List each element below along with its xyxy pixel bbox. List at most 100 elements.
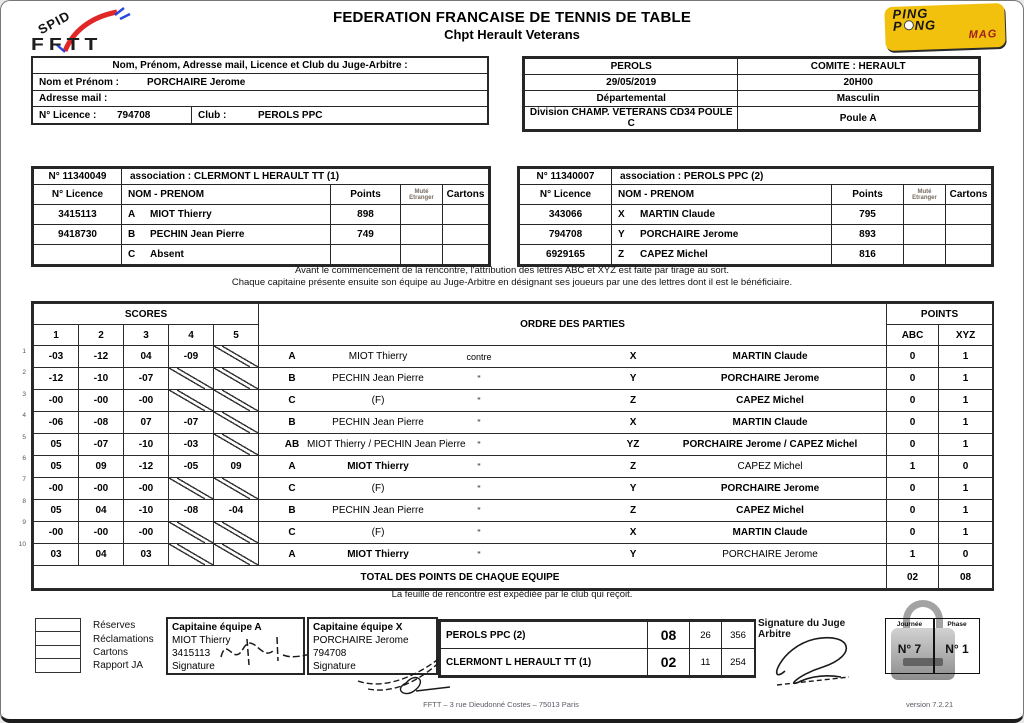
match-row: 05 09 -12 -05 09 A MIOT Thierry " Z CAPEZ Michel 1… xyxy=(33,455,994,478)
phase-label: Phase xyxy=(947,621,967,628)
game-number: 8 xyxy=(22,497,26,505)
score-cell: 03 xyxy=(33,543,79,566)
total-xyz: 08 xyxy=(938,565,994,589)
player-cartons-cell xyxy=(945,244,992,265)
match-description: A MIOT Thierry " Z CAPEZ Michel xyxy=(258,455,888,478)
club-a-association: association : CLERMONT L HERAULT TT (1) xyxy=(121,168,489,185)
col-licence: N° Licence xyxy=(33,184,122,205)
judge-signature-label: Signature du Juge Arbitre xyxy=(758,618,846,640)
result-sets: 11 xyxy=(689,648,722,676)
score-cell-unused xyxy=(212,477,260,500)
judge-club-value: PEROLS PPC xyxy=(258,109,323,121)
result-points: 02 xyxy=(647,648,690,676)
team-x-player: MARTIN Claude xyxy=(732,351,808,362)
score-cell: 03 xyxy=(123,543,169,566)
result-balls: 356 xyxy=(721,621,755,649)
player-mute-cell xyxy=(399,244,443,265)
points-abc: 0 xyxy=(886,367,940,390)
fftt-label: FFTT xyxy=(31,34,103,55)
points-xyz: 1 xyxy=(938,499,994,522)
judge-name-label: Nom et Prénom : xyxy=(39,76,120,88)
score-cell-unused xyxy=(212,521,260,544)
final-score-table: PEROLS PPC (2) 08 26 356 CLERMONT L HERAULT … xyxy=(438,619,756,678)
score-cell: -00 xyxy=(123,521,169,544)
page-title: FEDERATION FRANCAISE DE TENNIS DE TABLE xyxy=(332,9,692,26)
judge-licence-value: 794708 xyxy=(117,109,151,121)
score-cell-unused xyxy=(212,433,260,456)
player-cartons-cell xyxy=(945,204,992,225)
level: Départemental xyxy=(523,90,739,107)
score-cell: 04 xyxy=(123,345,169,368)
points-xyz: 1 xyxy=(938,345,994,368)
score-cell-unused xyxy=(168,543,214,566)
col-cartons: Cartons xyxy=(441,184,490,205)
team-x-player: PORCHAIRE Jerome xyxy=(722,549,818,560)
game-number: 10 xyxy=(18,540,26,548)
versus-label: " xyxy=(477,373,481,384)
checkbox xyxy=(35,658,81,673)
versus-label: " xyxy=(477,395,481,406)
score-cell: -03 xyxy=(168,433,214,456)
captain-x-box: Capitaine équipe X PORCHAIRE Jerome 7947… xyxy=(307,617,438,675)
phase-box: Phase N° 1 xyxy=(934,618,980,674)
result-points: 08 xyxy=(647,621,690,649)
team-a-letter: C xyxy=(288,395,296,406)
expedition-note: La feuille de rencontre est expédiée par… xyxy=(391,589,633,600)
player-licence: 6929165 xyxy=(519,244,612,265)
points-header: POINTS xyxy=(886,303,994,325)
judge-licence-label: N° Licence : xyxy=(39,109,97,121)
team-a-player: MIOT Thierry / PECHIN Jean Pierre xyxy=(307,439,466,450)
player-cartons-cell xyxy=(945,224,992,245)
team-x-table: N° 11340007 association : PEROLS PPC (2)… xyxy=(517,166,994,267)
match-row: -06 -08 07 -07 B PECHIN Jean Pierre " X MARTIN C… xyxy=(33,411,994,434)
score-cell: -00 xyxy=(123,477,169,500)
col-name: NOM - PRENOM xyxy=(121,184,331,205)
match-description: B PECHIN Jean Pierre " Z CAPEZ Michel xyxy=(258,499,888,522)
score-cell: -08 xyxy=(168,499,214,522)
player-name: X MARTIN Claude xyxy=(611,204,832,225)
player-licence: 794708 xyxy=(519,224,612,245)
score-cell: -10 xyxy=(78,367,124,390)
player-row: 9418730 B PECHIN Jean Pierre 749 xyxy=(33,224,490,245)
player-points: 749 xyxy=(329,224,401,245)
match-row: -00 -00 -00 C (F) " Z CAPEZ Michel 0 1 xyxy=(33,389,994,412)
checkbox-labels: Réserves Réclamations Cartons Rapport JA xyxy=(93,619,154,673)
team-x-player: CAPEZ Michel xyxy=(736,395,804,406)
result-team-name: PEROLS PPC (2) xyxy=(440,621,648,649)
versus-label: " xyxy=(477,527,481,538)
team-a-table: N° 11340049 association : CLERMONT L HER… xyxy=(31,166,491,267)
player-mute-cell xyxy=(903,204,946,225)
points-abc: 0 xyxy=(886,411,940,434)
points-abc: 0 xyxy=(886,389,940,412)
points-abc: 0 xyxy=(886,477,940,500)
score-cell-unused xyxy=(168,477,214,500)
score-cell: -07 xyxy=(168,411,214,434)
club-a-number: N° 11340049 xyxy=(33,168,122,185)
score-cell: 04 xyxy=(78,499,124,522)
team-a-player: MIOT Thierry xyxy=(347,549,409,560)
match-description: C (F) " Z CAPEZ Michel xyxy=(258,389,888,412)
game-number: 5 xyxy=(22,433,26,441)
player-row: 3415113 A MIOT Thierry 898 xyxy=(33,204,490,225)
col-name: NOM - PRENOM xyxy=(611,184,832,205)
score-cell: 07 xyxy=(123,411,169,434)
match-description: B PECHIN Jean Pierre " Y PORCHAIRE Jerome xyxy=(258,367,888,390)
player-row: 6929165 Z CAPEZ Michel 816 xyxy=(519,244,992,265)
match-row: 05 04 -10 -08 -04 B PECHIN Jean Pierre " Z CAPEZ … xyxy=(33,499,994,522)
player-points: 816 xyxy=(831,244,904,265)
set-1-header: 1 xyxy=(33,324,79,346)
col-licence: N° Licence xyxy=(519,184,612,205)
team-x-letter: Z xyxy=(629,505,637,516)
set-4-header: 4 xyxy=(168,324,214,346)
versus-label: contre xyxy=(466,351,492,362)
team-a-player: PECHIN Jean Pierre xyxy=(332,505,424,516)
points-abc: 0 xyxy=(886,433,940,456)
score-cell-unused xyxy=(168,367,214,390)
team-x-player: PORCHAIRE Jerome xyxy=(720,373,820,384)
captain-x-licence: 794708 xyxy=(313,648,347,659)
match-time: 20H00 xyxy=(737,74,979,91)
game-number: 1 xyxy=(22,348,26,355)
match-row: 05 -07 -10 -03 AB MIOT Thierry / PECHIN Jean … xyxy=(33,433,994,456)
col-cartons: Cartons xyxy=(945,184,992,205)
game-number: 2 xyxy=(22,369,26,377)
